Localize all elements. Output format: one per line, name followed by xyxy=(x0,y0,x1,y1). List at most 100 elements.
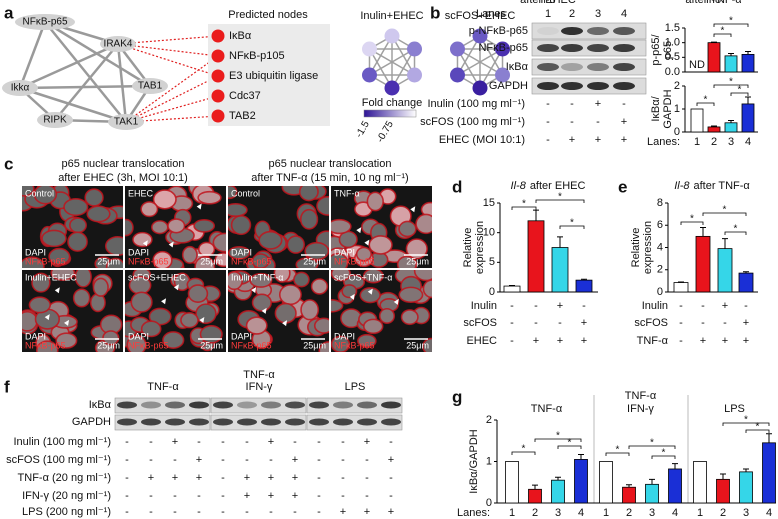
cell xyxy=(331,270,352,282)
blot-band xyxy=(285,418,305,426)
predicted-node: Cdc37 xyxy=(229,90,261,102)
treatment-sign: - xyxy=(341,472,345,484)
blot-label: IκBα xyxy=(89,399,112,411)
y-tick-label: 4 xyxy=(657,241,663,253)
treatment-sign: - xyxy=(269,454,273,466)
blot-band xyxy=(357,401,377,409)
y-tick-label: 0 xyxy=(486,497,492,509)
cell xyxy=(195,303,217,325)
treatment-sign: - xyxy=(570,116,574,128)
bar xyxy=(505,461,519,504)
y-tick-label: 15 xyxy=(483,197,495,209)
scale-label: 25μm xyxy=(406,256,429,266)
blot-band xyxy=(561,27,583,35)
tile-label: Control xyxy=(231,188,260,198)
error-bar xyxy=(509,284,515,287)
arrowhead xyxy=(44,314,50,321)
cell xyxy=(33,186,58,205)
blot-band xyxy=(141,401,161,409)
cell xyxy=(400,309,419,326)
treatment-sign: - xyxy=(510,317,514,329)
y-tick-label: 1.0 xyxy=(665,37,680,49)
treatment-sign: - xyxy=(197,436,201,448)
cell xyxy=(72,288,91,308)
blot-band xyxy=(261,401,281,409)
significance-label: * xyxy=(568,438,572,449)
blot-band xyxy=(587,44,609,52)
arrowhead xyxy=(64,319,70,326)
significance-bracket xyxy=(511,451,536,455)
treatment-sign: + xyxy=(292,490,298,502)
blot-label: GAPDH xyxy=(72,416,111,428)
micrograph xyxy=(22,186,123,268)
network-edge xyxy=(368,48,393,89)
treatment-sign: + xyxy=(196,472,202,484)
treatment-label: scFOS (100 mg ml⁻¹) xyxy=(420,116,525,128)
cell xyxy=(398,220,417,238)
stain-label: NFκB-p65 xyxy=(128,256,169,266)
chart-title-part: Il-8 xyxy=(511,180,527,192)
predicted-link xyxy=(125,75,219,123)
error-bar xyxy=(578,453,584,460)
significance-bracket xyxy=(651,455,676,459)
bar xyxy=(724,55,738,73)
predicted-dot xyxy=(211,69,225,83)
bar xyxy=(739,471,753,504)
significance-bracket xyxy=(628,445,676,449)
blot-band xyxy=(117,401,137,409)
cell xyxy=(125,218,134,237)
treatment-sign: + xyxy=(700,335,706,347)
treatment-sign: - xyxy=(173,490,177,502)
group-title: IFN-γ xyxy=(627,403,654,415)
significance-label: * xyxy=(756,422,760,433)
cell xyxy=(310,278,329,295)
treatment-sign: + xyxy=(244,490,250,502)
scale-label: 25μm xyxy=(97,256,120,266)
y-tick-label: 2 xyxy=(657,264,663,276)
cell xyxy=(249,272,273,288)
error-bar xyxy=(743,271,749,274)
blot-band xyxy=(237,418,257,426)
stain-label: NFκB-p65 xyxy=(25,340,66,350)
y-tick-label: 8 xyxy=(657,197,663,209)
significance-label: * xyxy=(744,415,748,426)
blot-strip xyxy=(210,397,307,414)
x-tick-label: 4 xyxy=(578,507,584,519)
treatment-sign: + xyxy=(581,335,587,347)
significance-label: * xyxy=(734,224,738,235)
tile-label: Inulin+TNF-α xyxy=(231,272,283,282)
error-bar xyxy=(532,484,538,490)
tile-label: scFOS+EHEC xyxy=(128,272,186,282)
treatment-sign: - xyxy=(317,472,321,484)
significance-label: * xyxy=(723,205,727,216)
predicted-dot xyxy=(211,89,225,103)
cell xyxy=(228,202,248,217)
x-tick-label: 2 xyxy=(711,136,717,148)
blot-band xyxy=(613,63,635,71)
significance-label: * xyxy=(721,26,725,37)
y-axis-label: IκBα/ xyxy=(650,95,662,121)
network-node xyxy=(495,67,511,83)
bar xyxy=(738,272,754,293)
cell xyxy=(102,330,120,346)
significance-label: * xyxy=(522,199,526,210)
treatment-sign: + xyxy=(364,436,370,448)
network-edge xyxy=(456,48,481,89)
blot-band xyxy=(189,418,209,426)
treatment-sign: - xyxy=(534,317,538,329)
cell xyxy=(41,229,67,248)
section-title: after TNF-α (15 min, 10 ng ml⁻¹) xyxy=(251,172,408,184)
bar xyxy=(707,126,721,133)
cell xyxy=(162,331,185,349)
blot-band xyxy=(165,401,185,409)
blot-label: IκBα xyxy=(506,61,529,73)
treatment-sign: + xyxy=(172,472,178,484)
bar xyxy=(717,248,733,293)
bar xyxy=(528,488,542,504)
cell xyxy=(274,302,297,324)
x-tick-label: 3 xyxy=(555,507,561,519)
cell xyxy=(180,312,199,329)
arrowhead xyxy=(173,284,179,291)
cell xyxy=(22,256,45,268)
treatment-sign: - xyxy=(546,116,550,128)
